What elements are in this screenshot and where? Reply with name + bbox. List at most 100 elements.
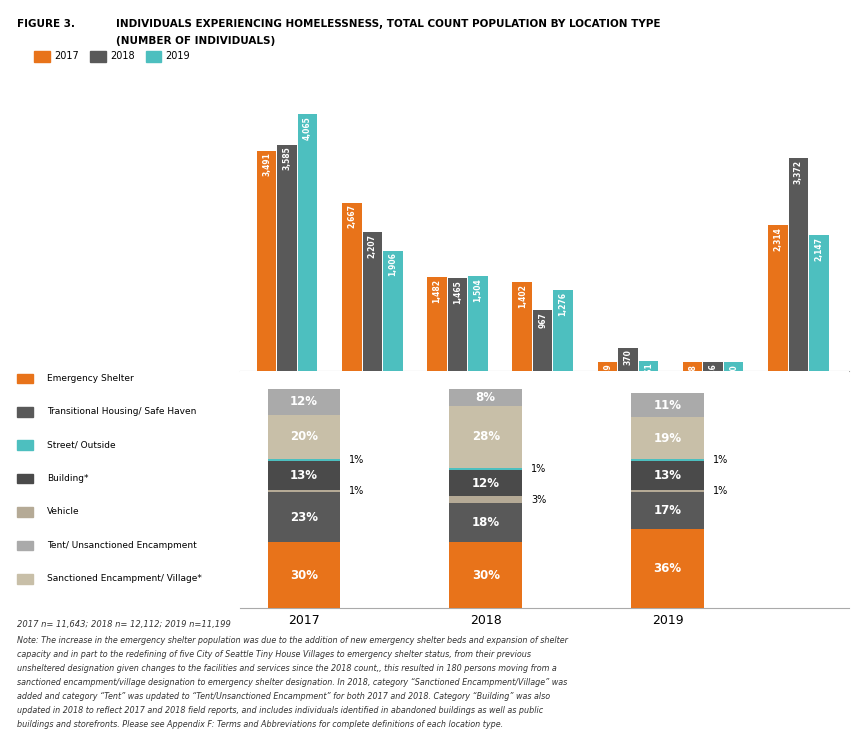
Bar: [631, 492, 704, 529]
Bar: [704, 362, 723, 371]
Bar: [631, 490, 704, 492]
Text: Tent/ Unsanctioned Encampment: Tent/ Unsanctioned Encampment: [47, 541, 197, 550]
Bar: [631, 393, 704, 417]
Text: 146: 146: [709, 364, 717, 379]
Text: 2017 n= 11,643; 2018 n= 12,112; 2019 n=11,199: 2017 n= 11,643; 2018 n= 12,112; 2019 n=1…: [17, 620, 231, 628]
Bar: [450, 467, 523, 470]
Bar: [268, 461, 341, 490]
Text: updated in 2018 to reflect 2017 and 2018 field reports, and includes individuals: updated in 2018 to reflect 2017 and 2018…: [17, 706, 543, 715]
Bar: [450, 406, 523, 467]
Bar: [450, 503, 523, 542]
Text: 1%: 1%: [713, 455, 728, 465]
Bar: [631, 529, 704, 608]
Text: 3,491: 3,491: [263, 152, 271, 177]
Text: 11%: 11%: [654, 398, 681, 412]
Text: 2,314: 2,314: [773, 227, 782, 251]
Text: added and category “Tent” was updated to “Tent/Unsanctioned Encampment” for both: added and category “Tent” was updated to…: [17, 692, 550, 701]
Text: 36%: 36%: [654, 562, 681, 575]
Bar: [268, 459, 341, 461]
Text: 20%: 20%: [290, 430, 317, 444]
Text: 1,482: 1,482: [432, 279, 442, 303]
Text: 19%: 19%: [654, 432, 681, 444]
Text: 30%: 30%: [472, 569, 499, 582]
Bar: [789, 158, 808, 371]
Text: 12%: 12%: [290, 395, 317, 408]
Bar: [638, 361, 658, 371]
Bar: [450, 496, 523, 503]
Bar: [724, 362, 743, 371]
Bar: [533, 310, 553, 371]
Bar: [631, 459, 704, 461]
Bar: [277, 145, 297, 371]
Text: 4,065: 4,065: [303, 116, 312, 140]
Bar: [268, 389, 341, 415]
Text: 13%: 13%: [290, 469, 317, 482]
Bar: [683, 362, 703, 371]
Bar: [448, 278, 468, 371]
Text: 1,504: 1,504: [474, 278, 482, 302]
Text: 3,372: 3,372: [794, 160, 803, 184]
Text: 2,667: 2,667: [347, 205, 356, 229]
Text: capacity and in part to the redefining of five City of Seattle Tiny House Villag: capacity and in part to the redefining o…: [17, 650, 531, 659]
Bar: [268, 415, 341, 459]
Bar: [450, 389, 523, 406]
Text: (NUMBER OF INDIVIDUALS): (NUMBER OF INDIVIDUALS): [116, 36, 275, 45]
Text: Emergency Shelter: Emergency Shelter: [47, 374, 134, 383]
Text: Building*: Building*: [47, 474, 88, 483]
Text: Street/ Outside: Street/ Outside: [47, 441, 116, 450]
Bar: [631, 417, 704, 459]
Bar: [268, 490, 341, 492]
Text: 30%: 30%: [290, 569, 317, 582]
Text: 3%: 3%: [531, 495, 547, 505]
Bar: [268, 492, 341, 542]
Text: 13%: 13%: [654, 469, 681, 482]
Text: FIGURE 3.: FIGURE 3.: [17, 19, 76, 28]
Text: Note: The increase in the emergency shelter population was due to the addition o: Note: The increase in the emergency shel…: [17, 636, 568, 645]
Bar: [553, 290, 573, 371]
Text: 2,207: 2,207: [368, 234, 377, 257]
Bar: [809, 235, 829, 371]
Text: 2017: 2017: [54, 51, 79, 62]
Bar: [618, 348, 637, 371]
Text: 138: 138: [688, 364, 698, 380]
Text: 967: 967: [538, 312, 547, 328]
Text: 1%: 1%: [531, 464, 547, 474]
Text: INDIVIDUALS EXPERIENCING HOMELESSNESS, TOTAL COUNT POPULATION BY LOCATION TYPE: INDIVIDUALS EXPERIENCING HOMELESSNESS, T…: [116, 19, 661, 28]
Text: 1%: 1%: [713, 486, 728, 496]
Text: 1,276: 1,276: [559, 292, 568, 316]
Bar: [598, 361, 617, 371]
Text: 12%: 12%: [472, 476, 499, 490]
Text: Transitional Housing/ Safe Haven: Transitional Housing/ Safe Haven: [47, 407, 196, 416]
Text: 23%: 23%: [290, 510, 317, 524]
Bar: [383, 251, 402, 371]
Bar: [450, 470, 523, 496]
Bar: [342, 203, 362, 371]
Text: Vehicle: Vehicle: [47, 508, 80, 516]
Text: 17%: 17%: [654, 504, 681, 517]
Bar: [468, 276, 487, 371]
Text: 2018: 2018: [110, 51, 135, 62]
Text: 1,465: 1,465: [453, 280, 462, 304]
Text: 18%: 18%: [472, 516, 500, 529]
Bar: [631, 461, 704, 490]
Bar: [362, 232, 382, 371]
Text: unsheltered designation given changes to the facilities and services since the 2: unsheltered designation given changes to…: [17, 664, 557, 673]
Text: 8%: 8%: [475, 391, 496, 404]
Bar: [450, 542, 523, 608]
Text: 1%: 1%: [349, 486, 365, 496]
Text: 161: 161: [644, 363, 653, 378]
Bar: [768, 225, 788, 371]
Text: 28%: 28%: [472, 430, 500, 444]
Text: 2,147: 2,147: [814, 237, 823, 261]
Bar: [298, 114, 317, 371]
Text: 1,402: 1,402: [517, 284, 527, 308]
Bar: [512, 283, 532, 371]
Text: 149: 149: [603, 364, 612, 379]
Text: 2019: 2019: [166, 51, 190, 62]
Text: Sanctioned Encampment/ Village*: Sanctioned Encampment/ Village*: [47, 574, 202, 583]
Text: 140: 140: [729, 364, 738, 380]
Bar: [427, 278, 447, 371]
Text: buildings and storefronts. Please see Appendix F: Terms and Abbreviations for co: buildings and storefronts. Please see Ap…: [17, 720, 504, 729]
Text: 3,585: 3,585: [282, 146, 292, 170]
Text: sanctioned encampment/village designation to emergency shelter designation. In 2: sanctioned encampment/village designatio…: [17, 678, 567, 687]
